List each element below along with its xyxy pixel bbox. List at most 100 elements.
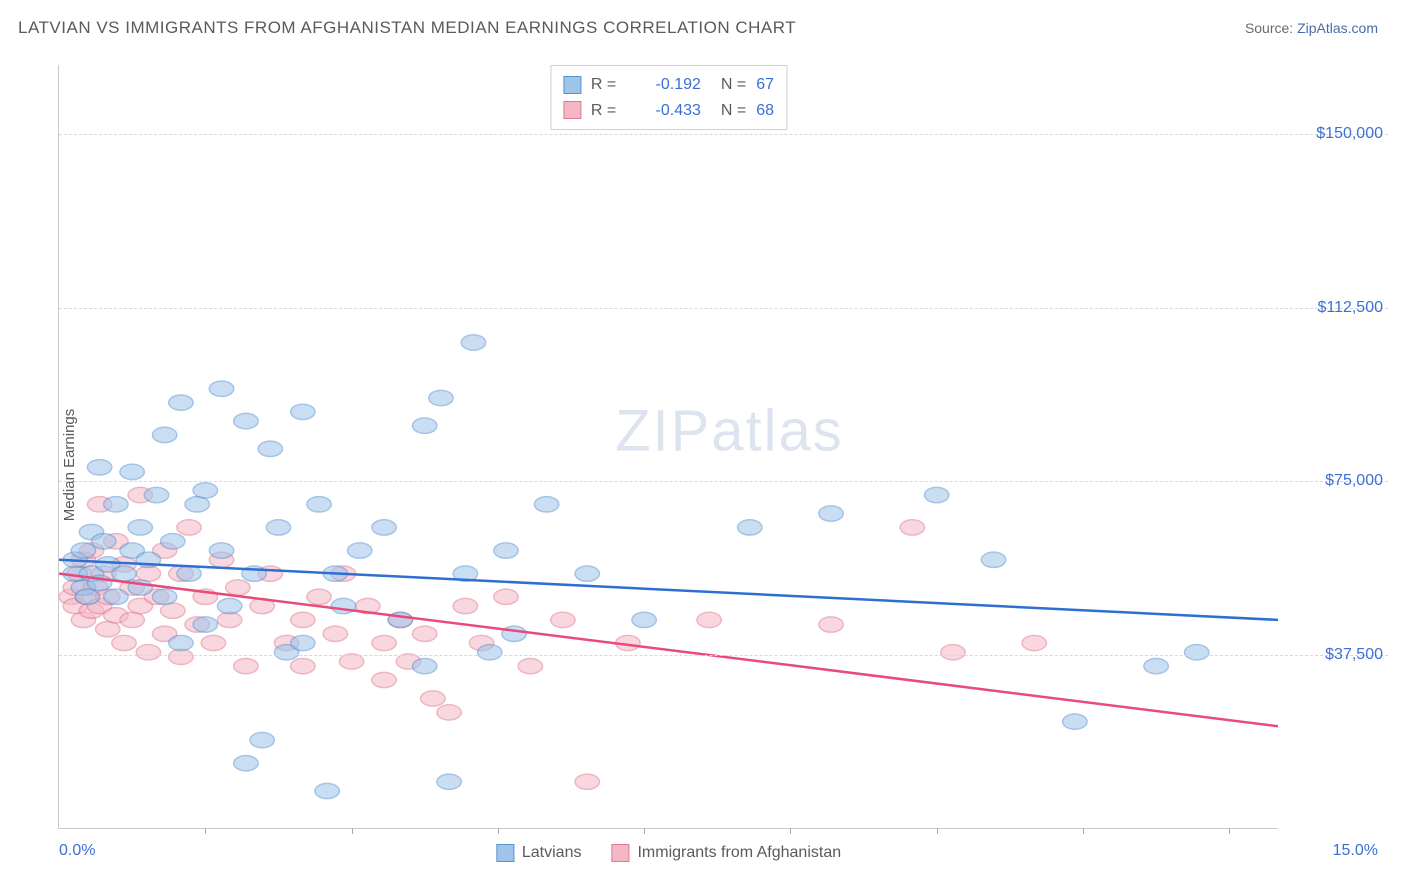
scatter-point [551,612,575,627]
bottom-legend: Latvians Immigrants from Afghanistan [496,844,841,862]
scatter-point [193,483,217,498]
scatter-point [112,635,136,650]
scatter-point [209,543,233,558]
scatter-point [413,659,437,674]
gridline-h [59,134,1388,135]
x-tick [205,828,206,834]
scatter-point [315,783,339,798]
y-tick-label: $150,000 [1316,125,1383,143]
r-label: R = [591,98,621,124]
scatter-point [234,659,258,674]
scatter-point [226,580,250,595]
scatter-point [518,659,542,674]
scatter-point [185,497,209,512]
scatter-point [177,520,201,535]
stats-legend-box: R = -0.192 N = 67 R = -0.433 N = 68 [550,65,787,130]
scatter-point [112,566,136,581]
scatter-point [169,635,193,650]
scatter-point [71,543,95,558]
scatter-point [234,413,258,428]
r-value-afghan: -0.433 [631,98,701,124]
scatter-point [250,733,274,748]
scatter-point [144,487,168,502]
scatter-point [1063,714,1087,729]
scatter-point [1185,645,1209,660]
regression-line [59,574,1278,727]
legend-item-latvians: Latvians [496,844,582,862]
scatter-point [413,418,437,433]
legend-item-afghan: Immigrants from Afghanistan [611,844,841,862]
x-tick [644,828,645,834]
scatter-point [534,497,558,512]
scatter-point [372,520,396,535]
scatter-point [234,756,258,771]
scatter-point [209,381,233,396]
scatter-point [413,626,437,641]
scatter-point [437,774,461,789]
chart-title: LATVIAN VS IMMIGRANTS FROM AFGHANISTAN M… [18,18,796,38]
scatter-point [347,543,371,558]
y-tick-label: $112,500 [1317,299,1383,317]
gridline-h [59,308,1388,309]
source-link[interactable]: ZipAtlas.com [1297,20,1378,36]
x-tick [498,828,499,834]
n-value-latvians: 67 [756,72,774,98]
scatter-svg [59,65,1278,828]
scatter-point [372,635,396,650]
x-tick [1083,828,1084,834]
scatter-point [161,534,185,549]
stats-row-afghan: R = -0.433 N = 68 [563,98,774,124]
scatter-point [266,520,290,535]
r-label: R = [591,72,621,98]
y-tick-label: $75,000 [1325,472,1383,490]
scatter-point [339,654,363,669]
x-tick [352,828,353,834]
scatter-point [494,589,518,604]
scatter-point [193,617,217,632]
scatter-point [632,612,656,627]
scatter-point [291,659,315,674]
scatter-point [1022,635,1046,650]
scatter-point [307,497,331,512]
scatter-point [981,552,1005,567]
scatter-point [819,617,843,632]
scatter-point [437,705,461,720]
scatter-point [136,566,160,581]
swatch-afghan [563,101,581,119]
scatter-point [291,635,315,650]
scatter-point [161,603,185,618]
source-prefix: Source: [1245,20,1297,36]
scatter-point [575,774,599,789]
scatter-point [152,589,176,604]
scatter-point [152,427,176,442]
swatch-latvians [563,76,581,94]
legend-swatch-latvians [496,844,514,862]
scatter-point [421,691,445,706]
scatter-point [87,460,111,475]
legend-label-latvians: Latvians [522,844,582,862]
scatter-point [128,520,152,535]
scatter-point [1144,659,1168,674]
n-value-afghan: 68 [756,98,774,124]
n-label: N = [721,98,746,124]
scatter-point [819,506,843,521]
scatter-point [478,645,502,660]
scatter-point [697,612,721,627]
x-axis-min-label: 0.0% [59,842,95,860]
gridline-h [59,481,1388,482]
scatter-point [75,589,99,604]
n-label: N = [721,72,746,98]
scatter-point [372,672,396,687]
scatter-point [96,622,120,637]
scatter-point [104,589,128,604]
scatter-point [900,520,924,535]
scatter-point [169,649,193,664]
scatter-point [575,566,599,581]
x-tick [1229,828,1230,834]
scatter-point [217,612,241,627]
r-value-latvians: -0.192 [631,72,701,98]
scatter-point [453,598,477,613]
scatter-point [291,404,315,419]
scatter-point [120,612,144,627]
scatter-point [104,497,128,512]
